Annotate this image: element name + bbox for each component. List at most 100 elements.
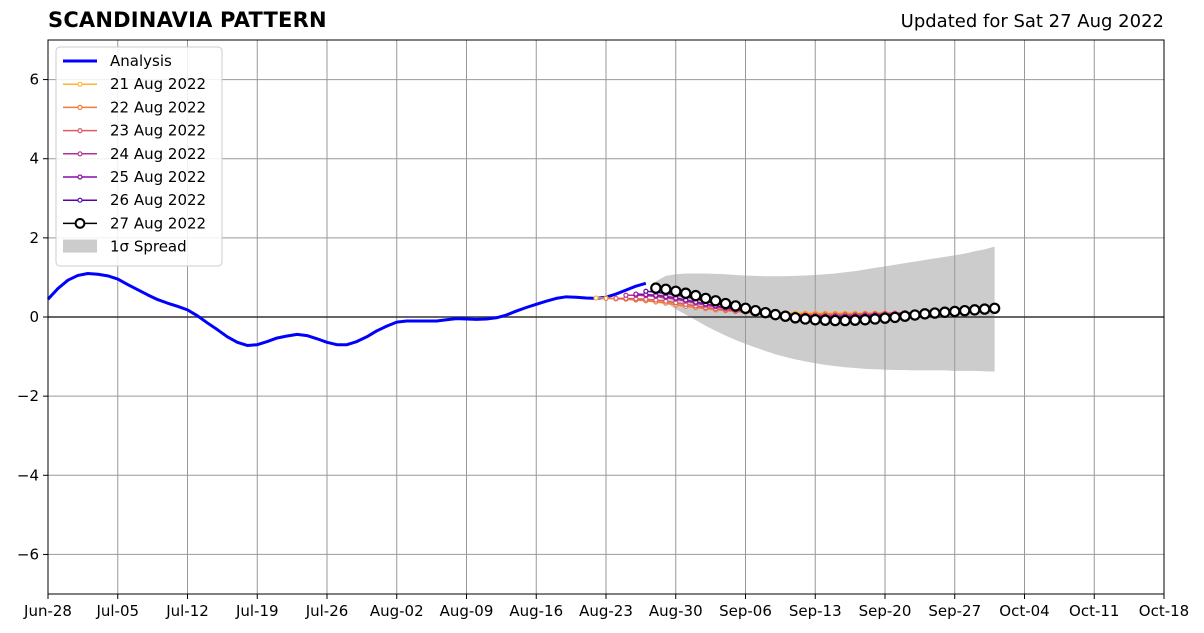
legend-box [55,46,223,267]
forecast-point [879,312,891,324]
forecast-point [919,308,931,320]
x-axis-ticks: Jun-28 Jul-05 Jul-12 Jul-19 Jul-26 Aug-02 Aug-… [23,594,1189,620]
x-tick-label: Aug-02 [370,602,424,620]
forecast-point [859,314,871,326]
forecast-point [949,305,961,318]
forecast-point [670,285,682,297]
forecast-point [968,304,981,316]
legend-item: 24 Aug 2022 [63,145,206,163]
legend-label: 23 Aug 2022 [110,122,206,140]
y-axis-ticks: −6 −4 −2 0 2 4 6 [17,71,48,563]
x-tick-label: Sep-06 [719,602,772,620]
series-layer [46,271,1001,347]
forecast-point [643,288,649,294]
legend-marker [77,197,83,203]
forecast-point [680,287,692,299]
analysis-line [46,271,647,347]
x-tick-label: Jul-12 [165,602,209,620]
forecast-point [799,313,811,325]
legend-item: 21 Aug 2022 [63,75,206,93]
spread-band [655,246,995,372]
forecast-point [709,295,722,307]
legend-item: Analysis [63,52,172,70]
x-tick-label: Jul-05 [95,602,139,620]
forecast-point [939,306,951,318]
x-tick-label: Jul-19 [235,602,279,620]
legend-item: 25 Aug 2022 [63,168,206,186]
forecast-point [739,302,752,314]
legend-item: 22 Aug 2022 [63,98,206,116]
x-tick-label: Oct-04 [999,602,1049,620]
legend-marker [77,128,83,134]
legend-label: 27 Aug 2022 [110,214,206,232]
forecast-point [633,291,639,297]
y-tick-label: −2 [17,387,39,405]
forecast-point [749,304,762,317]
series-27-aug-2022 [650,282,1001,327]
x-tick-label: Jul-26 [305,602,349,620]
legend-label: 21 Aug 2022 [110,75,206,93]
forecast-point [839,314,851,327]
legend-label: 1σ Spread [110,238,187,256]
series-analysis [46,271,647,347]
forecast-point [689,289,702,302]
forecast-point [829,314,841,327]
forecast-point [929,307,941,319]
forecast-point [593,295,599,301]
forecast-point [660,283,672,295]
x-tick-label: Oct-18 [1139,602,1189,620]
x-tick-label: Sep-13 [789,602,842,620]
y-tick-label: −6 [17,545,39,563]
forecast-point [899,310,911,322]
forecast-point [779,310,792,322]
forecast-point [759,306,772,319]
y-tick-label: 6 [29,71,39,89]
forecast-point [889,311,901,324]
forecast-point [909,309,921,321]
forecast-point [849,314,861,326]
forecast-point [819,314,831,326]
x-tick-label: Aug-09 [440,602,494,620]
x-tick-label: Sep-20 [859,602,912,620]
y-tick-label: 2 [29,229,39,247]
x-tick-label: Aug-16 [509,602,563,620]
x-tick-label: Sep-27 [928,602,981,620]
forecast-point [623,292,629,298]
forecast-point [719,297,732,310]
legend-marker [77,174,83,180]
legend-label: Analysis [110,52,172,70]
chart-title: SCANDINAVIA PATTERN [48,8,327,32]
y-tick-label: 0 [29,308,39,326]
legend-marker [74,218,86,229]
legend-marker [77,104,83,111]
x-tick-label: Jun-28 [23,602,72,620]
forecast-point [603,295,609,302]
legend-marker [77,151,83,157]
y-tick-label: −4 [17,466,39,484]
legend-marker [77,81,83,87]
forecast-point [699,292,712,305]
forecast-point [959,304,971,317]
legend-label: 25 Aug 2022 [110,168,206,186]
y-tick-label: 4 [29,150,39,168]
forecast-point [613,295,619,302]
legend-label: 22 Aug 2022 [110,98,206,116]
x-tick-label: Aug-30 [649,602,703,620]
forecast-point [789,312,802,324]
legend-label: 24 Aug 2022 [110,145,206,163]
forecast-point [978,303,991,315]
legend-item: 1σ Spread [63,238,187,256]
forecast-point [729,300,742,312]
spread-layer [655,246,995,372]
chart-subtitle: Updated for Sat 27 Aug 2022 [900,11,1164,32]
forecast-point [650,282,662,294]
forecast-point [869,313,881,325]
legend: Analysis 21 Aug 2022 22 Aug 2022 23 Aug 202… [55,46,223,267]
legend-item: 26 Aug 2022 [63,191,206,209]
forecast-point [769,308,782,321]
legend-item: 23 Aug 2022 [63,122,206,140]
forecast-point [809,314,821,326]
x-tick-label: Aug-23 [579,602,633,620]
forecast-point [988,302,1001,314]
